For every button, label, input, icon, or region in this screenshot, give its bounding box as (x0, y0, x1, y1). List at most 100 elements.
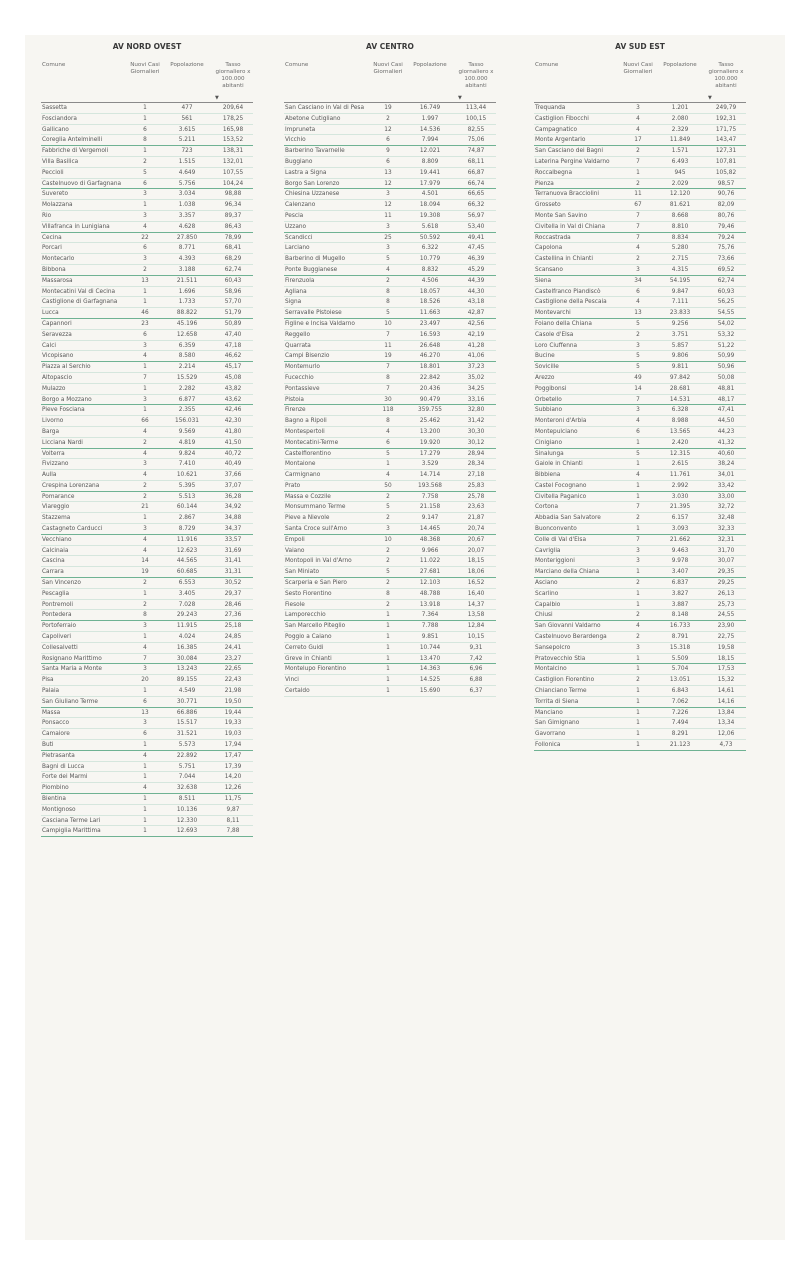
table-row[interactable]: Montevarchi 13 23.833 54,55 (534, 308, 746, 319)
table-row[interactable]: Stazzema 1 2.867 34,88 (41, 513, 253, 525)
table-row[interactable]: Montecarlo 3 4.393 68,29 (41, 254, 253, 265)
table-row[interactable]: Castiglion Fibocchi 4 2.080 192,31 (534, 114, 746, 125)
table-row[interactable]: Arezzo 49 97.842 50,08 (534, 373, 746, 384)
table-row[interactable]: San Marcello Piteglio 1 7.788 12,84 (284, 621, 496, 633)
table-row[interactable]: Roccastrada 7 8.834 79,24 (534, 233, 746, 244)
table-row[interactable]: Castiglione di Garfagnana 1 1.733 57,70 (41, 297, 253, 309)
table-row[interactable]: Serravalle Pistoiese 5 11.663 42,87 (284, 308, 496, 319)
table-row[interactable]: Bagni di Lucca 1 5.751 17,39 (41, 762, 253, 773)
table-row[interactable]: Montopoli in Val d'Arno 2 11.022 18,15 (284, 556, 496, 568)
table-row[interactable]: San Miniato 5 27.681 18,06 (284, 567, 496, 579)
table-row[interactable]: Castelnuovo Berardenga 2 8.791 22,75 (534, 632, 746, 643)
table-row[interactable]: Poggio a Caiano 1 9.851 10,15 (284, 632, 496, 643)
table-row[interactable]: Cavriglia 3 9.463 31,70 (534, 546, 746, 557)
table-row[interactable]: Ponsacco 3 15.517 19,33 (41, 718, 253, 730)
table-row[interactable]: Reggello 7 16.593 42,19 (284, 330, 496, 341)
table-row[interactable]: Capannori 23 45.196 50,89 (41, 319, 253, 330)
table-row[interactable]: Barberino di Mugello 5 10.779 46,39 (284, 254, 496, 265)
table-row[interactable]: Larciano 3 6.322 47,45 (284, 243, 496, 255)
table-row[interactable]: Pescaglia 1 3.405 29,37 (41, 589, 253, 600)
table-row[interactable]: Sinalunga 5 12.315 40,60 (534, 449, 746, 460)
table-row[interactable]: Rosignano Marittimo 7 30.084 23,27 (41, 654, 253, 665)
table-row[interactable]: Montaione 1 3.529 28,34 (284, 459, 496, 471)
table-row[interactable]: San Casciano dei Bagni 2 1.571 127,31 (534, 146, 746, 157)
table-row[interactable]: Campi Bisenzio 19 46.270 41,06 (284, 351, 496, 363)
table-row[interactable]: Fiesole 2 13.918 14,37 (284, 600, 496, 611)
table-row[interactable]: Forte dei Marmi 1 7.044 14,20 (41, 772, 253, 784)
table-row[interactable]: Fabbriche di Vergemoli 1 723 138,31 (41, 146, 253, 157)
table-row[interactable]: Casciana Terme Lari 1 12.330 8,11 (41, 816, 253, 827)
table-row[interactable]: Campagnatico 4 2.329 171,75 (534, 125, 746, 136)
column-header-population[interactable]: Popolazione (663, 62, 697, 68)
column-header-cases[interactable]: Nuovi Casi Giornalieri (373, 62, 403, 75)
table-row[interactable]: Bucine 5 9.806 50,99 (534, 351, 746, 363)
table-row[interactable]: Manciano 1 7.226 13,84 (534, 708, 746, 719)
table-row[interactable]: San Giuliano Terme 6 30.771 19,50 (41, 697, 253, 708)
table-row[interactable]: Castiglion Fiorentino 2 13.051 15,32 (534, 675, 746, 687)
table-row[interactable]: Montalcino 1 5.704 17,53 (534, 664, 746, 676)
table-row[interactable]: Firenzuola 2 4.506 44,39 (284, 276, 496, 287)
table-row[interactable]: Portoferraio 3 11.915 25,18 (41, 621, 253, 633)
table-row[interactable]: Scandicci 25 50.592 49,41 (284, 233, 496, 244)
table-row[interactable]: Gavorrano 1 8.291 12,06 (534, 729, 746, 741)
table-row[interactable]: Pieve a Nievole 2 9.147 21,87 (284, 513, 496, 525)
table-row[interactable]: Uzzano 3 5.618 53,40 (284, 222, 496, 233)
table-row[interactable]: Santa Croce sull'Arno 3 14.465 20,74 (284, 524, 496, 535)
table-row[interactable]: Cascina 14 44.565 31,41 (41, 556, 253, 568)
table-row[interactable]: San Giovanni Valdarno 4 16.733 23,90 (534, 621, 746, 633)
table-row[interactable]: Castagneto Carducci 3 8.729 34,37 (41, 524, 253, 535)
table-row[interactable]: Aulla 4 10.621 37,66 (41, 470, 253, 481)
table-row[interactable]: Capoliveri 1 4.024 24,85 (41, 632, 253, 643)
table-row[interactable]: Pratovecchio Stia 1 5.509 18,15 (534, 654, 746, 665)
table-row[interactable]: Colle di Val d'Elsa 7 21.662 32,31 (534, 535, 746, 546)
table-row[interactable]: Fivizzano 3 7.410 40,49 (41, 459, 253, 471)
table-row[interactable]: Sansepolcro 3 15.318 19,58 (534, 643, 746, 654)
table-row[interactable]: Quarrata 11 26.648 41,28 (284, 341, 496, 352)
table-row[interactable]: Figline e Incisa Valdarno 10 23.497 42,5… (284, 319, 496, 330)
table-row[interactable]: Scansano 3 4.315 69,52 (534, 265, 746, 276)
table-row[interactable]: Calcinaia 4 12.623 31,69 (41, 546, 253, 557)
table-row[interactable]: Rio 3 3.357 89,37 (41, 211, 253, 222)
table-row[interactable]: Vicchio 6 7.994 75,06 (284, 135, 496, 147)
table-row[interactable]: Carmignano 4 14.714 27,18 (284, 470, 496, 481)
table-row[interactable]: Castelnuovo di Garfagnana 6 5.756 104,24 (41, 179, 253, 190)
table-row[interactable]: Piazza al Serchio 1 2.214 45,17 (41, 362, 253, 373)
table-row[interactable]: Greve in Chianti 1 13.470 7,42 (284, 654, 496, 665)
table-row[interactable]: Firenze 118 359.755 32,80 (284, 405, 496, 417)
table-row[interactable]: Palaia 1 4.549 21,98 (41, 686, 253, 697)
table-row[interactable]: Scarperia e San Piero 2 12.103 16,52 (284, 578, 496, 589)
table-row[interactable]: Signa 8 18.526 43,18 (284, 297, 496, 309)
table-row[interactable]: Buti 1 5.573 17,94 (41, 740, 253, 751)
table-row[interactable]: Suvereto 3 3.034 98,88 (41, 189, 253, 201)
table-row[interactable]: Agliana 8 18.057 44,30 (284, 287, 496, 298)
table-row[interactable]: Foiano della Chiana 5 9.256 54,02 (534, 319, 746, 330)
table-row[interactable]: Montecatini-Terme 6 19.920 30,12 (284, 438, 496, 449)
table-row[interactable]: Ponte Buggianese 4 8.832 45,29 (284, 265, 496, 276)
table-row[interactable]: Laterina Pergine Valdarno 7 6.493 107,81 (534, 157, 746, 168)
table-row[interactable]: Carrara 19 60.685 31,31 (41, 567, 253, 579)
table-row[interactable]: Collesalvetti 4 16.385 24,41 (41, 643, 253, 654)
table-row[interactable]: Certaldo 1 15.690 6,37 (284, 686, 496, 697)
table-row[interactable]: Massa e Cozzile 2 7.758 25,78 (284, 492, 496, 503)
table-row[interactable]: San Vincenzo 2 6.553 30,52 (41, 578, 253, 589)
table-row[interactable]: Montespertoli 4 13.200 30,30 (284, 427, 496, 438)
table-row[interactable]: Pomarance 2 5.513 36,28 (41, 492, 253, 503)
table-row[interactable]: Barga 4 9.569 41,80 (41, 427, 253, 438)
table-row[interactable]: Monte San Savino 7 8.668 80,76 (534, 211, 746, 222)
table-row[interactable]: Vecchiano 4 11.916 33,57 (41, 535, 253, 546)
table-row[interactable]: Cecina 22 27.850 78,99 (41, 233, 253, 244)
table-row[interactable]: Cerreto Guidi 1 10.744 9,31 (284, 643, 496, 654)
table-row[interactable]: Castel Focognano 1 2.992 33,42 (534, 481, 746, 492)
table-row[interactable]: Gallicano 6 3.615 165,98 (41, 125, 253, 136)
table-row[interactable]: Massa 13 66.886 19,44 (41, 708, 253, 719)
table-row[interactable]: Lucca 46 88.822 51,79 (41, 308, 253, 319)
table-row[interactable]: Altopascio 7 15.529 45,08 (41, 373, 253, 384)
column-header-rate[interactable]: Tasso giornaliero x 100.000 abitanti (215, 62, 251, 89)
table-row[interactable]: Calenzano 12 18.094 66,32 (284, 200, 496, 211)
table-row[interactable]: Marciano della Chiana 1 3.407 29,35 (534, 567, 746, 579)
table-row[interactable]: Loro Ciuffenna 3 5.857 51,22 (534, 341, 746, 352)
column-header-population[interactable]: Popolazione (170, 62, 204, 68)
table-row[interactable]: Montepulciano 6 13.565 44,23 (534, 427, 746, 438)
table-row[interactable]: Bagno a Ripoli 8 25.462 31,42 (284, 416, 496, 427)
table-row[interactable]: Borgo a Mozzano 3 6.877 43,62 (41, 395, 253, 406)
